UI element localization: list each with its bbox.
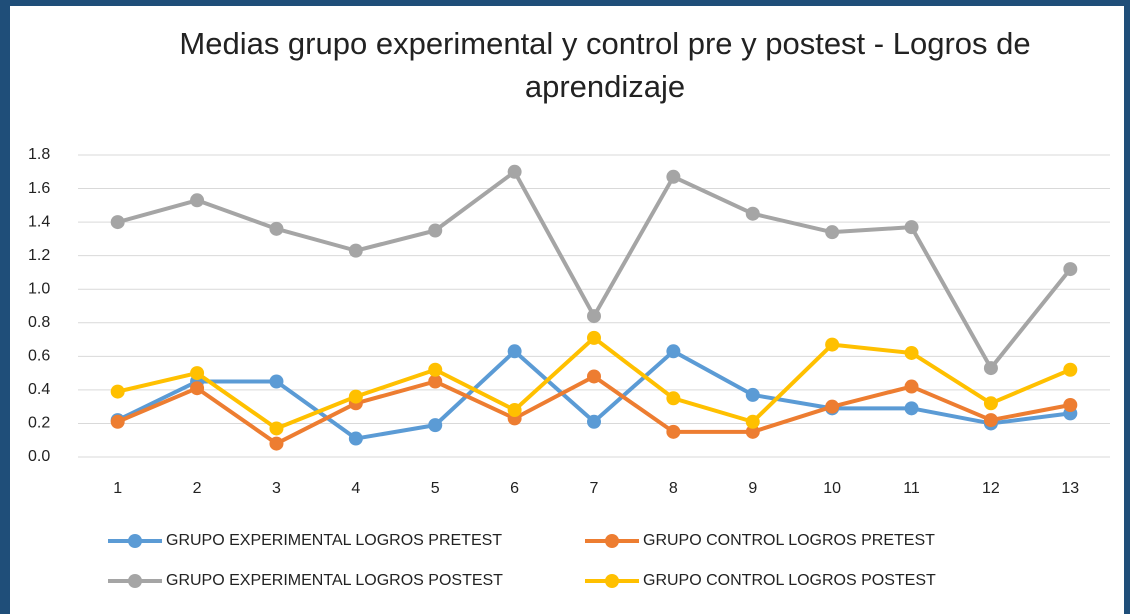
y-tick-label: 0.2 [28,415,50,432]
data-point [110,215,125,230]
data-point [269,374,284,389]
data-point [1063,397,1078,412]
data-point [825,337,840,352]
data-point [507,403,522,418]
y-tick-label: 1.8 [28,146,50,163]
x-tick-label: 11 [903,480,920,497]
data-point [904,401,919,416]
data-point [587,309,601,324]
data-point [507,164,522,179]
data-point [666,391,681,406]
legend-marker [128,574,142,588]
legend-label: GRUPO CONTROL LOGROS PRETEST [643,532,935,549]
data-point [428,362,443,377]
x-tick-label: 8 [669,480,678,497]
data-point [983,361,998,376]
data-point [190,366,205,381]
data-point [428,374,443,389]
data-point [983,396,998,411]
data-point [1063,362,1078,377]
data-point [110,414,125,429]
y-tick-label: 1.0 [28,280,50,297]
x-tick-label: 1 [113,480,122,497]
legend-marker [605,534,619,548]
data-point [904,379,919,394]
data-point [348,431,363,446]
legend-label: GRUPO EXPERIMENTAL LOGROS POSTEST [166,572,503,589]
data-point [190,193,205,208]
data-point [666,169,681,184]
x-tick-label: 12 [982,480,1000,497]
x-tick-label: 7 [590,480,599,497]
data-point [110,384,125,399]
x-tick-label: 5 [431,480,440,497]
data-point [348,389,363,404]
x-tick-label: 2 [193,480,202,497]
data-point [904,220,919,235]
chart-title: Medias grupo experimental y control pre … [179,26,1031,104]
x-tick-label: 13 [1061,480,1079,497]
data-point [825,399,840,414]
data-point [587,369,601,384]
x-tick-label: 6 [510,480,519,497]
data-point [190,381,205,396]
data-point [507,344,522,359]
chart-panel [10,6,1124,614]
y-tick-label: 0.4 [28,381,50,398]
x-tick-label: 10 [823,480,841,497]
data-point [825,225,840,240]
data-point [269,221,284,236]
data-point [745,206,760,221]
data-point [745,424,760,439]
legend-marker [605,574,619,588]
data-point [587,414,601,429]
data-point [666,344,681,359]
data-point [348,243,363,258]
x-tick-label: 9 [748,480,757,497]
data-point [666,424,681,439]
data-point [428,223,443,238]
y-tick-label: 1.6 [28,180,50,197]
data-point [428,418,443,433]
data-point [983,413,998,428]
y-tick-label: 1.2 [28,247,50,264]
y-tick-label: 1.4 [28,213,50,230]
data-point [587,330,601,345]
data-point [269,436,284,451]
legend-label: GRUPO CONTROL LOGROS POSTEST [643,572,936,589]
data-point [745,414,760,429]
legend-label: GRUPO EXPERIMENTAL LOGROS PRETEST [166,532,502,549]
data-point [269,421,284,436]
data-point [1063,262,1078,277]
data-point [745,387,760,402]
x-tick-label: 4 [351,480,360,497]
y-tick-label: 0.0 [28,448,50,465]
y-tick-label: 0.8 [28,314,50,331]
data-point [904,345,919,360]
y-tick-label: 0.6 [28,348,50,365]
legend-marker [128,534,142,548]
x-tick-label: 3 [272,480,281,497]
